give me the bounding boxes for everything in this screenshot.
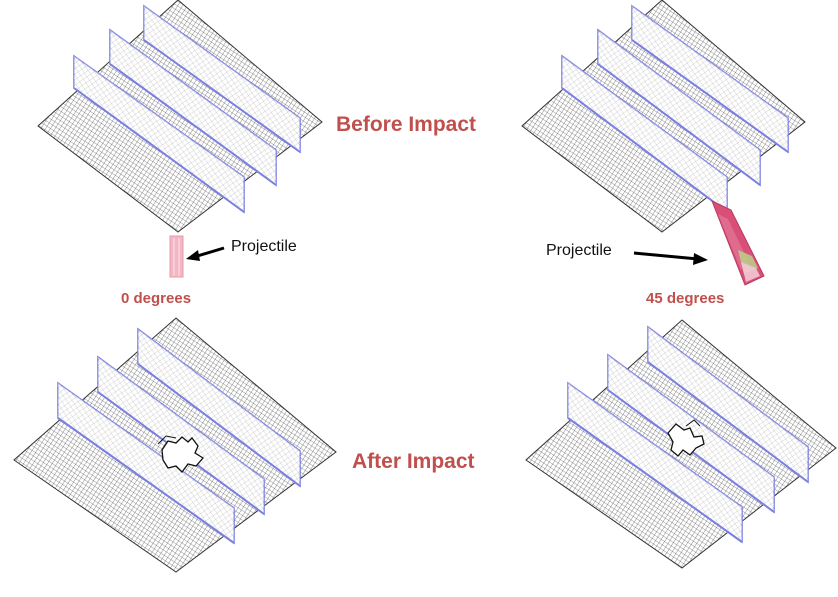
stiffener-1 [73,54,245,214]
stiffener-12 [647,325,809,484]
callout-projectile-right: Projectile [546,242,612,259]
projectile-arrow-left [186,246,225,261]
stiffener-5 [597,28,761,187]
stiffener-10 [567,381,743,544]
plate-after-45deg [525,319,837,569]
perforation-hole-45deg [667,419,705,457]
stiffener-6 [631,4,789,154]
projectile-45deg [711,200,765,286]
heading-before-impact: Before Impact [336,113,477,136]
stiffener-4 [561,54,728,214]
projectile-0deg [169,235,184,278]
plate-before-45deg [521,0,806,286]
stiffener-7 [57,381,235,545]
plate-after-0deg [13,317,337,573]
perforation-hole-0deg [157,435,204,473]
stiffener-9 [137,327,301,488]
stiffener-3 [143,4,301,154]
projectile-arrow-right [633,251,708,265]
plate-before-0deg [37,0,323,278]
angle-label-45-degrees: 45 degrees [646,290,725,307]
angle-label-0-degrees: 0 degrees [121,290,192,307]
callout-projectile-left: Projectile [231,238,297,255]
heading-after-impact: After Impact [352,450,475,473]
stiffener-2 [109,28,277,187]
